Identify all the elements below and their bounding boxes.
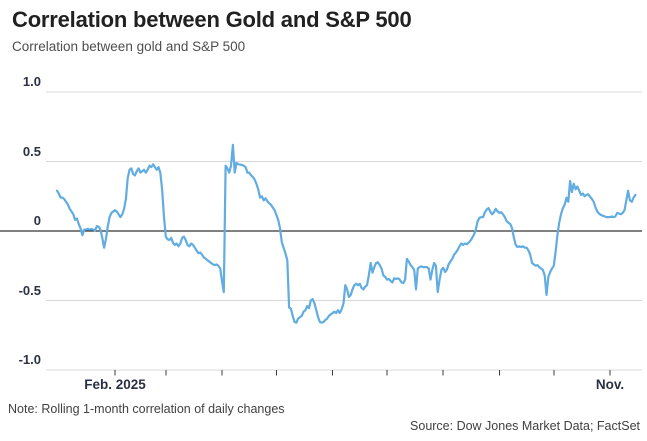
y-axis-label: 1.0 [22,74,41,89]
x-axis-label: Nov. [595,377,625,392]
y-axis-label: -1.0 [18,352,41,367]
chart-subtitle: Correlation between gold and S&P 500 [12,39,246,54]
x-axis-label: Feb. 2025 [84,377,146,392]
y-axis-label: -0.5 [18,282,41,298]
chart-note: Note: Rolling 1-month correlation of dai… [8,402,285,416]
chart-source: Source: Dow Jones Market Data; FactSet [410,419,640,433]
y-axis-label: 0 [33,213,41,228]
chart-title: Correlation between Gold and S&P 500 [12,7,412,32]
y-axis-label: 0.5 [22,143,41,159]
correlation-line [55,143,637,324]
